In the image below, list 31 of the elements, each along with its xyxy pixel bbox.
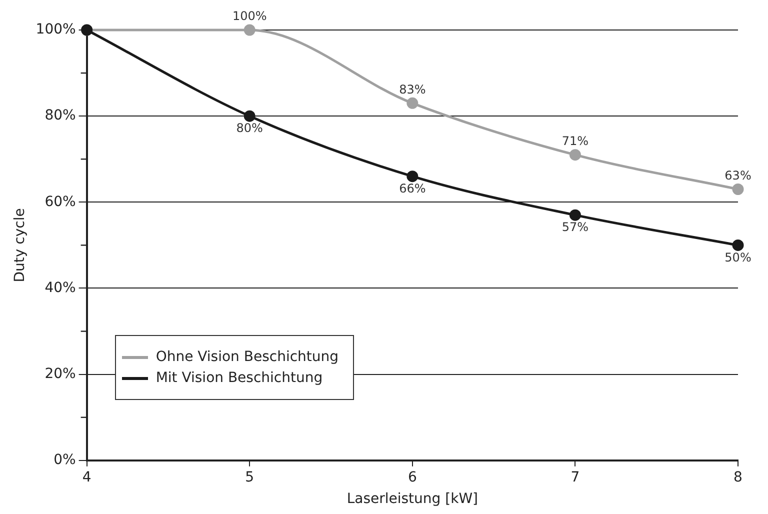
y-tick-label: 0% [54,452,76,468]
x-tick-label: 5 [245,469,254,486]
data-label: 71% [562,134,589,148]
point [244,24,256,36]
data-label: 57% [562,220,589,234]
x-tick-label: 7 [570,469,580,486]
x-tick-label: 4 [82,469,92,486]
data-label: 66% [399,181,426,196]
point [406,170,418,182]
point [244,110,256,122]
point [732,239,744,251]
y-tick-label: 40% [44,280,76,296]
x-axis-title: Laserleistung [kW] [346,491,478,508]
x-tick-label: 6 [408,469,417,486]
point [569,209,581,221]
y-tick-label: 60% [44,194,76,210]
x-tick-label: 8 [734,469,742,486]
data-label: 63% [724,168,752,182]
y-tick-label: 20% [44,366,76,382]
data-label: 100% [232,9,267,24]
data-label: 50% [724,250,752,264]
y-axis-title: Duty cycle [12,208,28,282]
data-label: 80% [236,121,263,136]
data-label: 83% [399,82,426,96]
point [732,184,744,195]
legend-label: Mit Vision Beschichtung [156,370,323,386]
y-tick-label: 100% [36,22,76,38]
point [406,97,418,109]
y-tick-label: 80% [44,108,76,124]
point [569,149,581,161]
legend-label: Ohne Vision Beschichtung [156,349,339,366]
